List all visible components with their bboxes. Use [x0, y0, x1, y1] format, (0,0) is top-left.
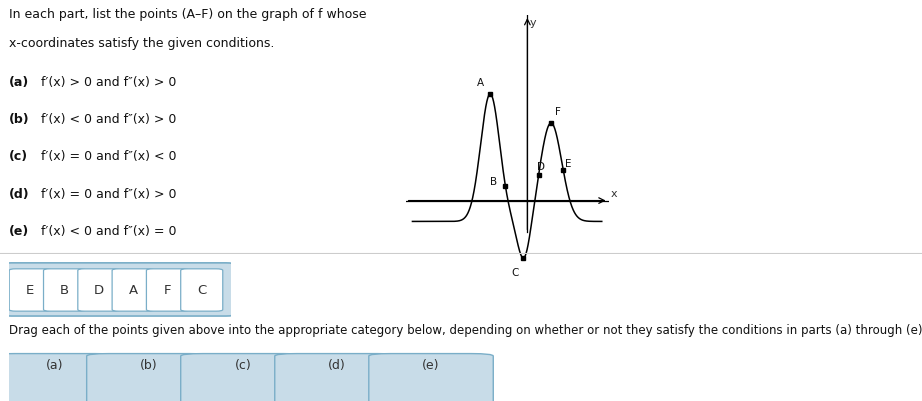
Text: f′(x) < 0 and f″(x) = 0: f′(x) < 0 and f″(x) = 0: [41, 225, 176, 237]
Text: (b): (b): [140, 358, 158, 371]
Text: (a): (a): [9, 75, 30, 88]
Text: E: E: [565, 158, 572, 168]
FancyBboxPatch shape: [181, 354, 305, 401]
FancyBboxPatch shape: [369, 354, 493, 401]
FancyBboxPatch shape: [77, 269, 120, 311]
Text: A: A: [477, 78, 484, 88]
Text: (c): (c): [234, 358, 252, 371]
Text: f′(x) = 0 and f″(x) > 0: f′(x) = 0 and f″(x) > 0: [41, 187, 176, 200]
Text: D: D: [94, 284, 104, 297]
Text: E: E: [26, 284, 34, 297]
FancyBboxPatch shape: [147, 269, 188, 311]
FancyBboxPatch shape: [275, 354, 399, 401]
Text: (a): (a): [46, 358, 64, 371]
Text: (e): (e): [422, 358, 440, 371]
FancyBboxPatch shape: [181, 269, 223, 311]
Text: F: F: [164, 284, 171, 297]
Text: B: B: [490, 177, 497, 187]
Text: x: x: [610, 189, 617, 199]
FancyBboxPatch shape: [87, 354, 211, 401]
Text: (c): (c): [9, 150, 29, 163]
Text: f′(x) < 0 and f″(x) > 0: f′(x) < 0 and f″(x) > 0: [41, 113, 176, 126]
FancyBboxPatch shape: [3, 263, 235, 316]
FancyBboxPatch shape: [112, 269, 154, 311]
Text: y: y: [530, 18, 537, 28]
Text: f′(x) = 0 and f″(x) < 0: f′(x) = 0 and f″(x) < 0: [41, 150, 176, 163]
Text: (d): (d): [9, 187, 30, 200]
FancyBboxPatch shape: [0, 354, 117, 401]
Text: B: B: [60, 284, 69, 297]
Text: (d): (d): [328, 358, 346, 371]
Text: f′(x) > 0 and f″(x) > 0: f′(x) > 0 and f″(x) > 0: [41, 75, 176, 88]
Text: (b): (b): [9, 113, 30, 126]
Text: (e): (e): [9, 225, 30, 237]
Text: In each part, list the points (A–F) on the graph of f whose: In each part, list the points (A–F) on t…: [9, 8, 367, 21]
FancyBboxPatch shape: [43, 269, 86, 311]
Text: D: D: [537, 161, 545, 171]
Text: Drag each of the points given above into the appropriate category below, dependi: Drag each of the points given above into…: [9, 323, 922, 336]
FancyBboxPatch shape: [9, 269, 52, 311]
Text: x-coordinates satisfy the given conditions.: x-coordinates satisfy the given conditio…: [9, 37, 275, 50]
Text: C: C: [197, 284, 207, 297]
Text: A: A: [128, 284, 137, 297]
Text: C: C: [512, 267, 519, 277]
Text: F: F: [555, 107, 561, 117]
